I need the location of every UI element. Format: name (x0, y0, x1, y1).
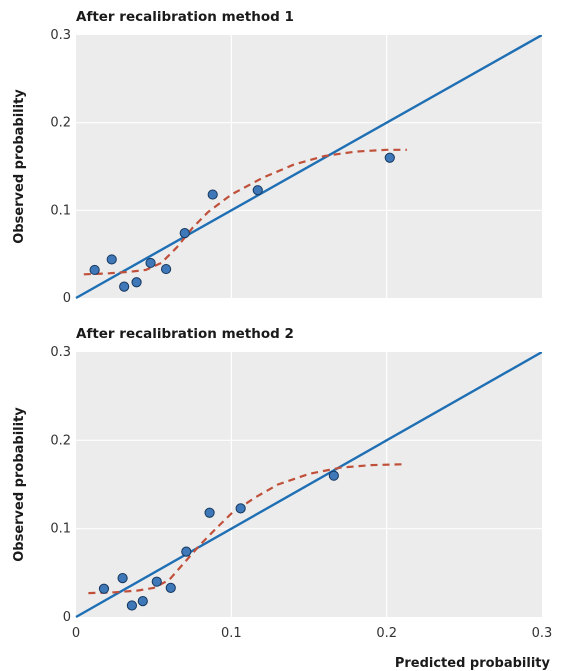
calibration-point (165, 582, 176, 593)
calibration-panel-1: After recalibration method 1 0 0.1 0.2 0.3 Ob… (12, 9, 542, 306)
y-tick-label: 0.3 (50, 345, 71, 360)
y-axis-title: Observed probability (12, 89, 27, 244)
y-tick-label: 0.2 (50, 116, 71, 131)
x-axis-title: Predicted probability (395, 656, 551, 671)
calibration-point (119, 281, 130, 292)
panel-title: After recalibration method 1 (76, 9, 294, 25)
y-tick-label: 0.1 (50, 203, 71, 218)
y-axis-title: Observed probability (12, 407, 27, 562)
calibration-point (131, 277, 142, 288)
calibration-point (252, 185, 263, 196)
calibration-point (126, 600, 138, 611)
y-tick-label: 0.2 (50, 433, 71, 448)
calibration-point (235, 503, 246, 514)
x-tick-label: 0.2 (376, 626, 397, 641)
y-tick-label: 0.3 (50, 28, 71, 43)
y-tick-label: 0 (63, 610, 71, 625)
calibration-point (179, 228, 190, 239)
panel-title: After recalibration method 2 (76, 326, 294, 342)
calibration-point (106, 254, 117, 265)
ideal-calibration-line (75, 352, 542, 619)
calibration-point (160, 263, 172, 275)
calibration-point (151, 576, 162, 587)
calibration-panel-2: After recalibration method 2 0 0.1 0.2 0.3 0 0… (12, 326, 552, 671)
calibration-point (117, 573, 128, 584)
calibration-point (207, 189, 218, 200)
smoothed-calibration-curve (83, 148, 407, 276)
x-tick-label: 0.1 (221, 626, 242, 641)
calibration-point (181, 546, 192, 557)
y-tick-label: 0.1 (50, 522, 71, 537)
x-tick-label: 0.3 (532, 626, 553, 641)
ideal-calibration-line (75, 35, 542, 300)
calibration-point (204, 507, 215, 518)
calibration-point (328, 470, 339, 481)
calibration-point (89, 264, 100, 276)
y-tick-label: 0 (63, 291, 71, 306)
x-tick-label: 0 (72, 626, 80, 641)
smoothed-calibration-curve (88, 463, 406, 595)
calibration-point (145, 257, 156, 269)
calibration-point (384, 152, 395, 163)
calibration-point (98, 583, 110, 594)
calibration-point (137, 596, 148, 607)
